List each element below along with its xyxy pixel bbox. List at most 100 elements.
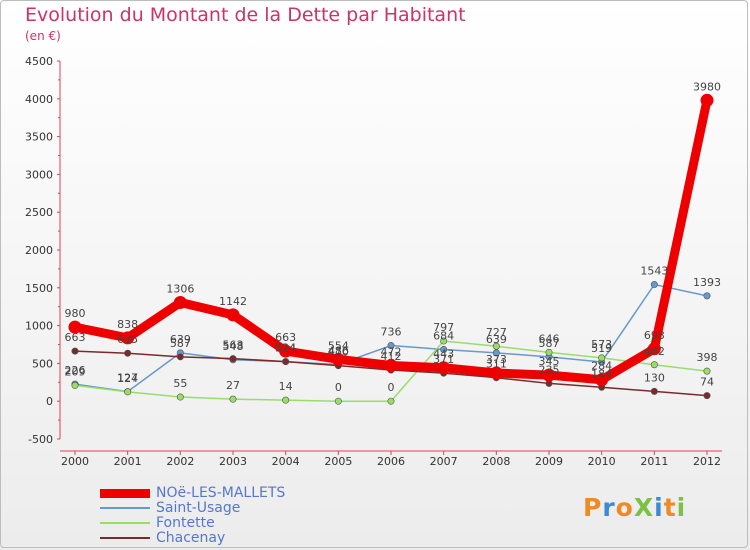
data-point <box>703 292 711 300</box>
data-label: 693 <box>644 329 665 342</box>
logo-letter: X <box>633 493 655 522</box>
data-label: 548 <box>223 340 244 353</box>
data-point <box>437 361 451 375</box>
y-tick-label: 1000 <box>25 320 53 333</box>
x-tick-label: 2010 <box>588 455 616 468</box>
data-point <box>545 348 553 356</box>
data-label: 470 <box>328 346 349 359</box>
data-point <box>229 355 237 363</box>
data-point <box>492 342 500 350</box>
legend-item: Fontette <box>100 515 215 531</box>
data-label: 838 <box>117 318 138 331</box>
data-label: 284 <box>591 360 612 373</box>
x-tick-label: 2009 <box>535 455 563 468</box>
data-label: 3980 <box>693 80 721 93</box>
data-point <box>384 359 398 373</box>
data-point <box>121 331 135 345</box>
data-point <box>542 368 556 382</box>
data-label: 226 <box>65 364 86 377</box>
data-label: 1393 <box>693 276 721 289</box>
data-label: 727 <box>486 326 507 339</box>
data-label: 184 <box>591 367 612 380</box>
data-point <box>229 395 237 403</box>
data-label: 524 <box>275 342 296 355</box>
data-label: 472 <box>381 346 402 359</box>
data-point <box>650 281 658 289</box>
data-point <box>489 366 503 380</box>
data-point <box>176 393 184 401</box>
data-label: 127 <box>117 372 138 385</box>
data-label: 1306 <box>166 282 194 295</box>
data-label: 124 <box>117 372 138 385</box>
y-tick-label: -500 <box>28 433 53 446</box>
data-label: 345 <box>539 355 560 368</box>
x-tick-label: 2003 <box>219 455 247 468</box>
data-label: 639 <box>170 333 191 346</box>
data-label: 311 <box>486 358 507 371</box>
data-label: 0 <box>388 381 395 394</box>
logo-letter: r <box>602 493 616 522</box>
data-label: 684 <box>433 329 454 342</box>
data-label: 587 <box>170 337 191 350</box>
data-label: 797 <box>433 321 454 334</box>
data-point <box>279 344 293 358</box>
legend-item: Chacenay <box>100 530 225 546</box>
data-label: 639 <box>486 333 507 346</box>
data-label: 55 <box>173 377 187 390</box>
data-label: 736 <box>381 326 402 339</box>
logo-letter: P <box>583 493 603 522</box>
data-label: 14 <box>279 380 293 393</box>
x-tick-label: 2007 <box>430 455 458 468</box>
data-label: 573 <box>591 338 612 351</box>
x-tick-label: 2012 <box>693 455 721 468</box>
data-label: 554 <box>328 339 349 352</box>
data-label: 980 <box>65 307 86 320</box>
data-label: 1142 <box>219 295 247 308</box>
legend-swatch <box>100 488 150 498</box>
data-label: 663 <box>65 331 86 344</box>
y-tick-label: 3000 <box>25 168 53 181</box>
data-label: 373 <box>486 353 507 366</box>
data-label: 209 <box>65 365 86 378</box>
data-label: 398 <box>697 351 718 364</box>
data-point <box>282 358 290 366</box>
legend-swatch <box>100 507 150 509</box>
data-point <box>703 367 711 375</box>
legend-label: NOë-LES-MALLETS <box>156 485 286 501</box>
data-label: 524 <box>275 342 296 355</box>
data-label: 563 <box>223 339 244 352</box>
x-tick-label: 2001 <box>114 455 142 468</box>
data-point <box>124 349 132 357</box>
x-tick-label: 2008 <box>482 455 510 468</box>
data-point <box>647 342 661 356</box>
legend-item: NOë-LES-MALLETS <box>100 485 285 501</box>
x-tick-label: 2000 <box>61 455 89 468</box>
data-point <box>387 342 395 350</box>
data-label: 587 <box>539 337 560 350</box>
logo-letter: i <box>676 493 687 522</box>
data-point <box>173 295 187 309</box>
y-tick-label: 0 <box>46 395 53 408</box>
data-label: 646 <box>539 332 560 345</box>
y-tick-label: 4000 <box>25 93 53 106</box>
data-point <box>226 308 240 322</box>
data-label: 74 <box>700 376 714 389</box>
data-point <box>700 93 714 107</box>
data-label: 663 <box>275 331 296 344</box>
data-label: 486 <box>328 344 349 357</box>
y-tick-label: 3500 <box>25 131 53 144</box>
logo-letter: i <box>654 493 664 522</box>
x-tick-label: 2002 <box>166 455 194 468</box>
x-tick-label: 2005 <box>324 455 352 468</box>
data-label: 130 <box>644 371 665 384</box>
data-point <box>176 353 184 361</box>
data-label: 519 <box>591 342 612 355</box>
chart-title: Evolution du Montant de la Dette par Hab… <box>25 4 466 26</box>
legend-item: Saint-Usage <box>100 500 240 516</box>
data-point <box>598 354 606 362</box>
data-point <box>282 396 290 404</box>
proxiti-logo: ProXiti <box>583 493 686 522</box>
legend-swatch <box>100 537 150 539</box>
legend-label: Chacenay <box>156 530 226 546</box>
data-point <box>334 397 342 405</box>
